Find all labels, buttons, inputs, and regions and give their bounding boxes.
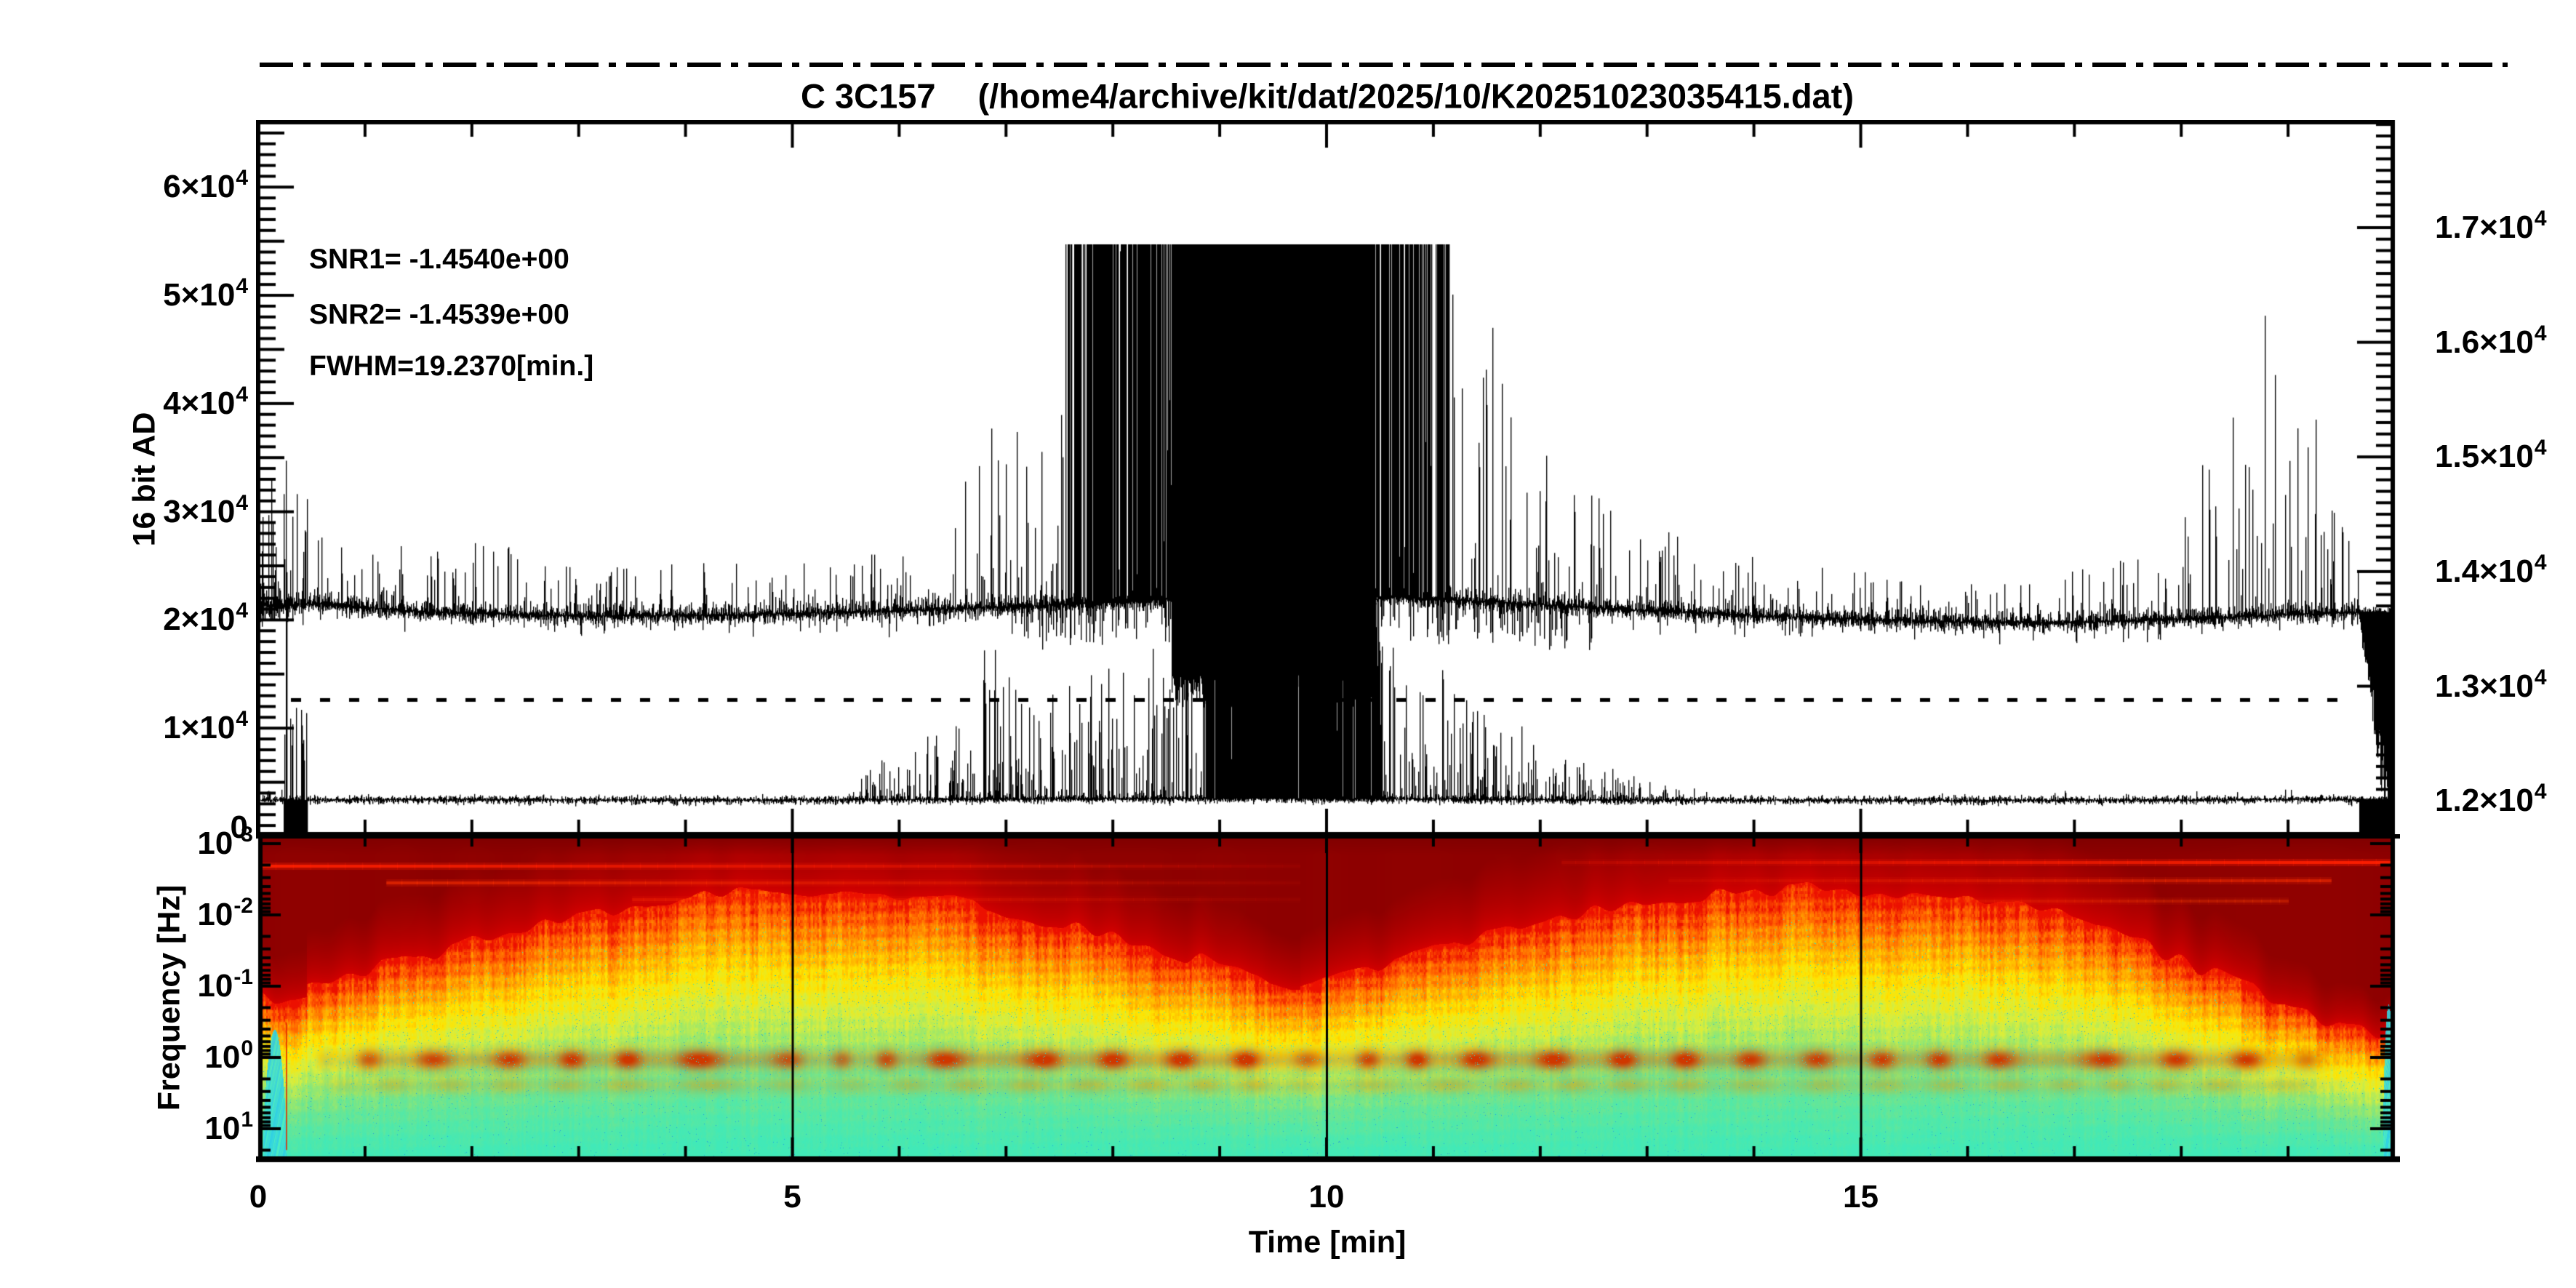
y-tick-frequency: 10-1 <box>197 965 253 1004</box>
x-tick-time: 0 <box>249 1179 268 1215</box>
y-axis-title-frequency: Frequency [Hz] <box>151 884 187 1111</box>
y-tick-right: 1.5×104 <box>2435 436 2547 475</box>
plot-title: C 3C157 (/home4/archive/kit/dat/2025/10/K… <box>801 76 1854 116</box>
source-name: C 3C157 <box>801 76 936 116</box>
snr2-annotation: SNR2= -1.4539e+00 <box>309 299 569 330</box>
x-tick-time: 5 <box>783 1179 801 1215</box>
y-tick-left: 0 <box>230 809 248 845</box>
y-tick-left: 6×104 <box>163 166 248 205</box>
y-axis-title-left: 16 bit AD <box>127 412 162 547</box>
y-tick-left: 1×104 <box>163 707 248 746</box>
y-tick-right: 1.2×104 <box>2435 780 2547 819</box>
y-tick-frequency: 101 <box>204 1108 253 1146</box>
separator-dashdot-line <box>260 63 2508 67</box>
fwhm-annotation: FWHM=19.2370[min.] <box>309 351 594 382</box>
x-tick-time: 10 <box>1308 1179 1345 1215</box>
x-axis-title: Time [min] <box>1248 1225 1407 1260</box>
timeseries-plot-canvas <box>256 120 2400 840</box>
y-tick-left: 2×104 <box>163 599 248 638</box>
y-tick-right: 1.7×104 <box>2435 207 2547 245</box>
y-tick-left: 5×104 <box>163 274 248 313</box>
y-tick-right: 1.6×104 <box>2435 321 2547 360</box>
spectrogram-canvas <box>256 834 2400 1169</box>
y-tick-right: 1.3×104 <box>2435 665 2547 704</box>
data-file-path: (/home4/archive/kit/dat/2025/10/K2025102… <box>977 76 1854 116</box>
y-tick-left: 4×104 <box>163 382 248 421</box>
y-tick-right: 1.4×104 <box>2435 550 2547 589</box>
snr1-annotation: SNR1= -1.4540e+00 <box>309 244 569 275</box>
y-tick-frequency: 10-3 <box>197 823 253 861</box>
y-tick-left: 3×104 <box>163 490 248 529</box>
x-tick-time: 15 <box>1843 1179 1879 1215</box>
y-tick-frequency: 10-2 <box>197 894 253 932</box>
y-tick-frequency: 100 <box>204 1036 253 1075</box>
